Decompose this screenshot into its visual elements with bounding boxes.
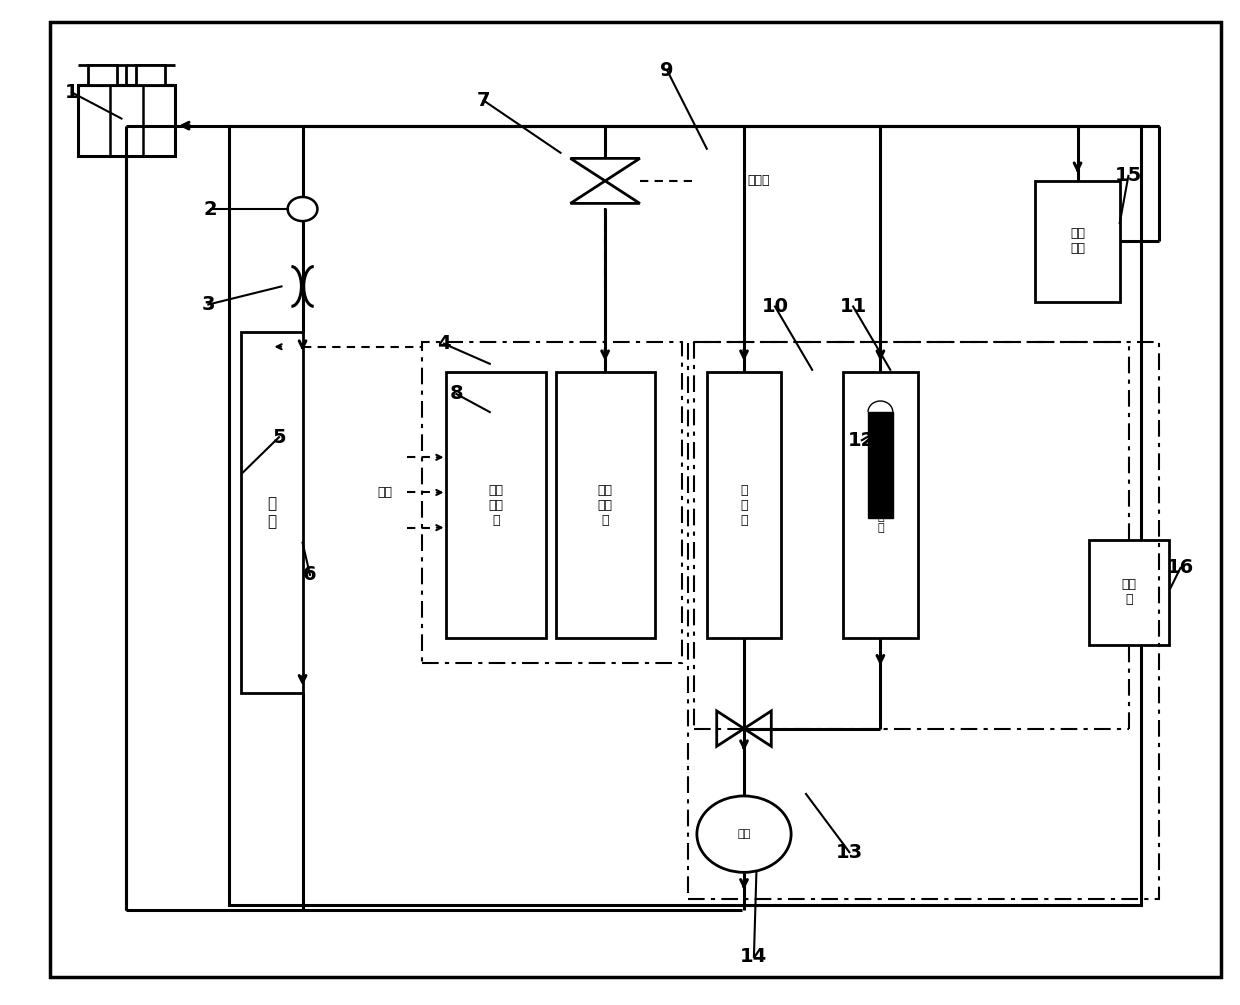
Bar: [136, 65, 165, 85]
Circle shape: [288, 197, 317, 221]
Text: 5: 5: [273, 428, 285, 446]
Bar: [1089, 540, 1169, 645]
Text: 4: 4: [438, 335, 450, 353]
Text: 14: 14: [740, 948, 768, 966]
Text: 空气
加热
器: 空气 加热 器: [598, 483, 613, 527]
Bar: [556, 372, 655, 638]
Text: 加
热
器: 加 热 器: [740, 483, 748, 527]
Text: 7: 7: [477, 91, 490, 110]
Text: 水暖
换热
器: 水暖 换热 器: [489, 483, 503, 527]
Bar: [868, 412, 893, 518]
Bar: [688, 342, 1159, 899]
Text: 10: 10: [761, 297, 789, 316]
Bar: [422, 342, 682, 663]
Text: 11: 11: [839, 297, 867, 316]
Text: 12: 12: [848, 431, 875, 449]
Text: 9: 9: [661, 61, 673, 79]
Bar: [446, 372, 546, 638]
Circle shape: [697, 796, 791, 872]
Bar: [241, 332, 303, 693]
Bar: [843, 372, 918, 638]
Text: 水泵: 水泵: [738, 829, 750, 839]
Bar: [707, 372, 781, 638]
Text: 13: 13: [836, 843, 863, 861]
Text: 16: 16: [1167, 559, 1194, 577]
Text: 离子
交换: 离子 交换: [1070, 227, 1085, 255]
Bar: [78, 85, 175, 156]
Text: 电磁阀: 电磁阀: [748, 175, 770, 187]
Text: 1: 1: [66, 83, 78, 102]
Bar: [229, 126, 1141, 904]
Text: 6: 6: [304, 566, 316, 584]
Text: 电
堆
散
热
器: 电 堆 散 热 器: [877, 476, 884, 534]
Text: 3: 3: [202, 295, 215, 314]
Bar: [88, 65, 117, 85]
Text: 15: 15: [1115, 167, 1142, 185]
Text: 2: 2: [205, 200, 217, 218]
Text: 电
堆: 电 堆: [267, 496, 277, 529]
Text: 控制
器: 控制 器: [1121, 579, 1137, 606]
Text: 8: 8: [450, 385, 463, 403]
Bar: [1035, 181, 1120, 302]
Text: 空气: 空气: [377, 486, 392, 498]
